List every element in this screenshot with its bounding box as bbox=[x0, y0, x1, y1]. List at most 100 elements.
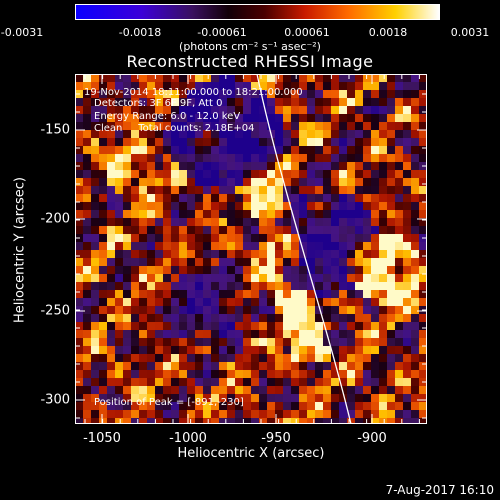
image-pixel bbox=[347, 314, 356, 323]
image-pixel bbox=[395, 290, 404, 299]
image-pixel bbox=[371, 290, 380, 299]
image-pixel bbox=[195, 226, 204, 235]
image-pixel bbox=[195, 218, 204, 227]
image-pixel bbox=[235, 258, 244, 267]
image-pixel bbox=[395, 346, 404, 355]
image-pixel bbox=[267, 138, 276, 147]
image-pixel bbox=[227, 314, 236, 323]
image-pixel bbox=[387, 314, 396, 323]
image-pixel bbox=[347, 122, 356, 131]
image-pixel bbox=[355, 242, 364, 251]
image-pixel bbox=[155, 106, 164, 115]
image-pixel bbox=[187, 378, 196, 387]
image-pixel bbox=[195, 314, 204, 323]
image-pixel bbox=[107, 402, 116, 411]
image-pixel bbox=[419, 274, 427, 283]
image-pixel bbox=[291, 210, 300, 219]
image-pixel bbox=[107, 210, 116, 219]
image-pixel bbox=[75, 82, 84, 91]
image-pixel bbox=[379, 346, 388, 355]
image-pixel bbox=[203, 170, 212, 179]
image-pixel bbox=[171, 394, 180, 403]
image-pixel bbox=[131, 330, 140, 339]
image-pixel bbox=[147, 130, 156, 139]
image-pixel bbox=[283, 138, 292, 147]
image-pixel bbox=[283, 130, 292, 139]
image-pixel bbox=[299, 146, 308, 155]
image-pixel bbox=[371, 362, 380, 371]
image-pixel bbox=[139, 90, 148, 99]
image-pixel bbox=[387, 98, 396, 107]
image-pixel bbox=[83, 250, 92, 259]
image-pixel bbox=[171, 418, 180, 424]
image-pixel bbox=[275, 90, 284, 99]
image-pixel bbox=[155, 282, 164, 291]
image-pixel bbox=[123, 378, 132, 387]
image-pixel bbox=[131, 290, 140, 299]
image-pixel bbox=[219, 258, 228, 267]
image-pixel bbox=[291, 402, 300, 411]
image-pixel bbox=[371, 234, 380, 243]
image-pixel bbox=[339, 106, 348, 115]
image-pixel bbox=[371, 250, 380, 259]
image-pixel bbox=[83, 90, 92, 99]
image-pixel bbox=[371, 378, 380, 387]
image-pixel bbox=[411, 402, 420, 411]
image-pixel bbox=[315, 386, 324, 395]
image-pixel bbox=[331, 274, 340, 283]
image-pixel bbox=[171, 226, 180, 235]
image-pixel bbox=[339, 146, 348, 155]
image-pixel bbox=[219, 362, 228, 371]
image-pixel bbox=[131, 82, 140, 91]
image-pixel bbox=[403, 210, 412, 219]
image-pixel bbox=[83, 362, 92, 371]
image-pixel bbox=[419, 314, 427, 323]
image-pixel bbox=[307, 82, 316, 91]
image-pixel bbox=[339, 218, 348, 227]
image-pixel bbox=[107, 330, 116, 339]
image-pixel bbox=[347, 266, 356, 275]
image-pixel bbox=[251, 298, 260, 307]
image-pixel bbox=[283, 146, 292, 155]
image-pixel bbox=[315, 74, 324, 83]
image-pixel bbox=[115, 234, 124, 243]
image-pixel bbox=[179, 290, 188, 299]
image-pixel bbox=[211, 226, 220, 235]
image-pixel bbox=[331, 178, 340, 187]
image-pixel bbox=[123, 258, 132, 267]
image-pixel bbox=[131, 114, 140, 123]
image-pixel bbox=[227, 362, 236, 371]
image-pixel bbox=[123, 162, 132, 171]
image-pixel bbox=[275, 74, 284, 83]
image-pixel bbox=[307, 282, 316, 291]
image-pixel bbox=[99, 418, 108, 424]
image-pixel bbox=[315, 354, 324, 363]
image-pixel bbox=[219, 122, 228, 131]
image-pixel bbox=[139, 226, 148, 235]
y-tick-label: -200 bbox=[40, 211, 70, 227]
image-pixel bbox=[371, 282, 380, 291]
image-pixel bbox=[315, 338, 324, 347]
image-pixel bbox=[387, 338, 396, 347]
image-pixel bbox=[235, 282, 244, 291]
image-pixel bbox=[315, 242, 324, 251]
image-pixel bbox=[123, 386, 132, 395]
image-pixel bbox=[291, 186, 300, 195]
image-pixel bbox=[195, 242, 204, 251]
image-pixel bbox=[195, 82, 204, 91]
image-pixel bbox=[363, 378, 372, 387]
image-pixel bbox=[99, 378, 108, 387]
image-pixel bbox=[307, 226, 316, 235]
image-pixel bbox=[179, 242, 188, 251]
image-pixel bbox=[131, 90, 140, 99]
image-pixel bbox=[259, 178, 268, 187]
image-pixel bbox=[275, 82, 284, 91]
image-pixel bbox=[163, 202, 172, 211]
image-pixel bbox=[115, 378, 124, 387]
image-pixel bbox=[227, 330, 236, 339]
image-pixel bbox=[363, 394, 372, 403]
image-pixel bbox=[219, 74, 228, 83]
image-pixel bbox=[195, 98, 204, 107]
image-pixel bbox=[107, 410, 116, 419]
image-pixel bbox=[315, 282, 324, 291]
